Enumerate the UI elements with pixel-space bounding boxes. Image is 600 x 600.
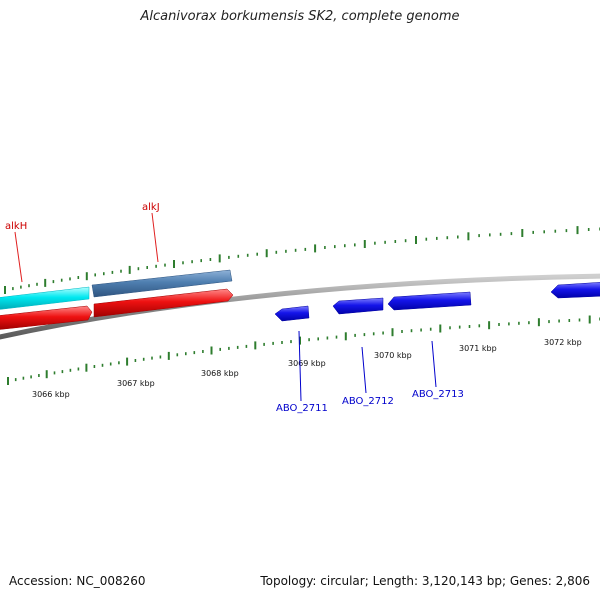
length-label: Length: (372, 574, 419, 588)
gene-ABO_2712-feature[interactable] (332, 297, 384, 315)
scale-label-3069: 3069 kbp (288, 359, 326, 368)
gene-label-alkJ[interactable]: alkJ (142, 202, 160, 213)
topology-value: circular (320, 574, 365, 588)
gene-label-ABO_2712[interactable]: ABO_2712 (342, 396, 394, 407)
length-value: 3,120,143 bp (421, 574, 502, 588)
genome-backbone (0, 273, 600, 340)
gene-label-alkH[interactable]: alkH (5, 221, 27, 232)
scale-label-3067: 3067 kbp (117, 379, 155, 388)
scale-label-3068: 3068 kbp (201, 369, 239, 378)
accession-info: Accession: NC_008260 (9, 574, 146, 588)
ABO_2713-leader-line (431, 340, 437, 388)
outer-scale-ticks (4, 226, 600, 294)
gene-red-feature-1[interactable] (0, 305, 93, 330)
alkJ-leader-line (151, 212, 159, 263)
gene-blue-feature-right[interactable] (550, 282, 600, 299)
ABO_2712-leader-line (361, 346, 367, 394)
gene-ABO_2711-feature[interactable] (274, 305, 310, 322)
inner-scale-ticks (7, 315, 600, 385)
genome-summary: Topology: circular; Length: 3,120,143 bp… (260, 574, 590, 588)
genes-value: 2,806 (555, 574, 590, 588)
gene-alkH-feature[interactable] (0, 286, 90, 310)
topology-label: Topology: (260, 574, 317, 588)
ABO_2711-leader-line (298, 330, 302, 402)
alkH-leader-line (14, 231, 23, 283)
map-title: Alcanivorax borkumensis SK2, complete ge… (140, 9, 460, 24)
scale-label-3072: 3072 kbp (544, 338, 582, 347)
gene-label-ABO_2711[interactable]: ABO_2711 (276, 403, 328, 414)
gene-ABO_2713-feature[interactable] (387, 291, 472, 311)
gene-alkJ-feature[interactable] (91, 269, 233, 298)
scale-label-3071: 3071 kbp (459, 344, 497, 353)
gene-label-ABO_2713[interactable]: ABO_2713 (412, 389, 464, 400)
scale-label-3066: 3066 kbp (32, 390, 70, 399)
accession-label: Accession: (9, 574, 73, 588)
scale-label-3070: 3070 kbp (374, 351, 412, 360)
genes-label: Genes: (509, 574, 552, 588)
accession-value: NC_008260 (76, 574, 146, 588)
gene-red-feature-2[interactable] (93, 288, 234, 318)
